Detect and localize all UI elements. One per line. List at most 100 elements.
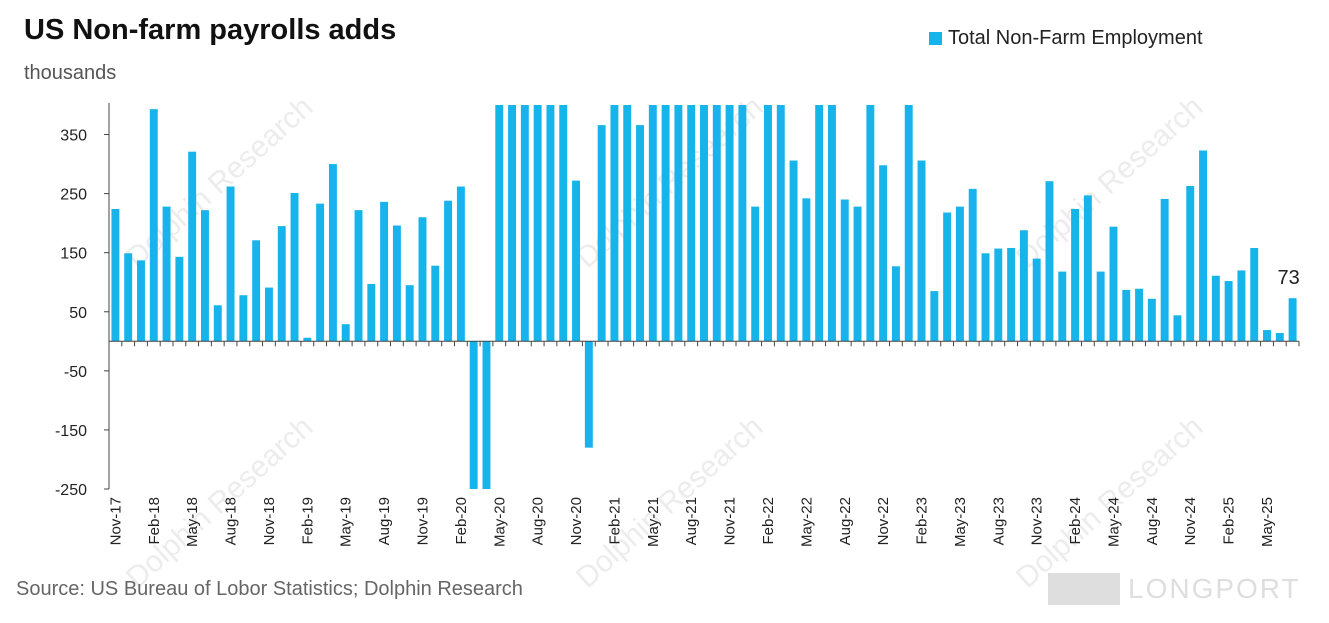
bar: [968, 188, 977, 342]
bar: [1096, 271, 1105, 342]
bar: [1007, 247, 1016, 342]
bar: [815, 105, 824, 342]
x-tick-label: Aug-19: [376, 497, 393, 545]
bar: [623, 105, 632, 342]
bar: [252, 240, 261, 342]
bar: [520, 105, 529, 342]
bar: [994, 248, 1003, 342]
x-tick-label: Feb-23: [914, 497, 931, 545]
bar: [239, 295, 248, 342]
bar: [943, 212, 952, 342]
bar: [1288, 298, 1297, 342]
x-tick-label: May-19: [338, 497, 355, 547]
x-tick-label: May-18: [184, 497, 201, 547]
x-tick-label: Aug-21: [683, 497, 700, 545]
bar: [533, 105, 542, 342]
bar: [367, 284, 376, 342]
x-tick-label: May-23: [952, 497, 969, 547]
bar: [661, 105, 670, 342]
y-tick-label: 150: [60, 246, 87, 263]
x-tick-label: Aug-18: [223, 497, 240, 545]
bar: [789, 160, 798, 342]
bar: [124, 253, 133, 342]
bar: [738, 105, 747, 342]
bar: [1275, 333, 1284, 342]
x-tick-label: Feb-20: [453, 497, 470, 545]
bar: [341, 324, 350, 342]
bar: [328, 164, 337, 342]
bar: [392, 225, 401, 342]
bar: [1160, 198, 1169, 342]
y-tick-label: -150: [55, 423, 87, 440]
bar: [1058, 271, 1067, 342]
bar: [725, 105, 734, 342]
bar: [1071, 208, 1080, 342]
bar: [827, 105, 836, 342]
x-tick-label: Aug-22: [837, 497, 854, 545]
bar: [1122, 289, 1131, 342]
bar: [930, 291, 939, 342]
bar: [469, 341, 478, 489]
bar: [264, 287, 273, 342]
bar: [802, 198, 811, 342]
bar: [572, 180, 581, 342]
x-tick-label: Aug-24: [1144, 497, 1161, 545]
bar: [316, 203, 325, 342]
bar: [981, 253, 990, 342]
bar: [1211, 275, 1220, 342]
bar: [354, 210, 363, 342]
bar: [917, 160, 926, 342]
bar: [559, 105, 568, 342]
bar: [687, 105, 696, 342]
bar: [712, 105, 721, 342]
bar: [149, 109, 158, 342]
bar: [137, 260, 145, 342]
legend: Total Non-Farm Employment: [929, 27, 1203, 50]
bar: [1173, 315, 1182, 342]
x-tick-label: Nov-20: [568, 497, 585, 545]
bar: [188, 151, 197, 342]
x-tick-label: Feb-25: [1221, 497, 1238, 545]
bar: [277, 226, 286, 342]
bar: [776, 105, 785, 342]
bar: [495, 105, 504, 342]
bar: [431, 265, 440, 342]
bar: [405, 285, 414, 342]
bar: [482, 341, 491, 489]
bar: [1199, 150, 1207, 342]
bar: [456, 186, 465, 342]
bar: [610, 105, 619, 342]
bar: [1083, 195, 1092, 342]
legend-swatch: [929, 32, 942, 45]
y-tick-label: 350: [60, 128, 87, 145]
x-tick-label: Nov-18: [261, 497, 278, 545]
bar: [879, 165, 888, 342]
footer-logo-text: LONGPORT: [1128, 573, 1301, 604]
bar: [866, 105, 875, 342]
bar: [1019, 230, 1028, 342]
x-tick-label: May-25: [1259, 497, 1276, 547]
bar: [1135, 288, 1144, 342]
footer-logo: LONGPORT: [1048, 573, 1301, 605]
bar: [418, 217, 427, 342]
y-tick-label: -250: [55, 482, 87, 499]
bar: [840, 199, 849, 342]
legend-label: Total Non-Farm Employment: [948, 27, 1203, 49]
bar: [751, 206, 760, 342]
bar: [1186, 185, 1195, 342]
y-tick-label: 250: [60, 187, 87, 204]
bar: [1250, 247, 1259, 342]
bar: [955, 206, 964, 342]
bar: [1263, 330, 1271, 342]
bar: [1045, 181, 1054, 342]
x-tick-label: Feb-18: [146, 497, 163, 545]
bar: [303, 337, 312, 342]
bar: [891, 266, 900, 342]
bar: [175, 256, 184, 342]
y-tick-label: -50: [64, 364, 87, 381]
source-note: Source: US Bureau of Lobor Statistics; D…: [16, 578, 523, 600]
bar: [1109, 226, 1118, 342]
x-tick-label: Feb-24: [1067, 497, 1084, 545]
x-tick-label: Nov-17: [107, 497, 124, 545]
